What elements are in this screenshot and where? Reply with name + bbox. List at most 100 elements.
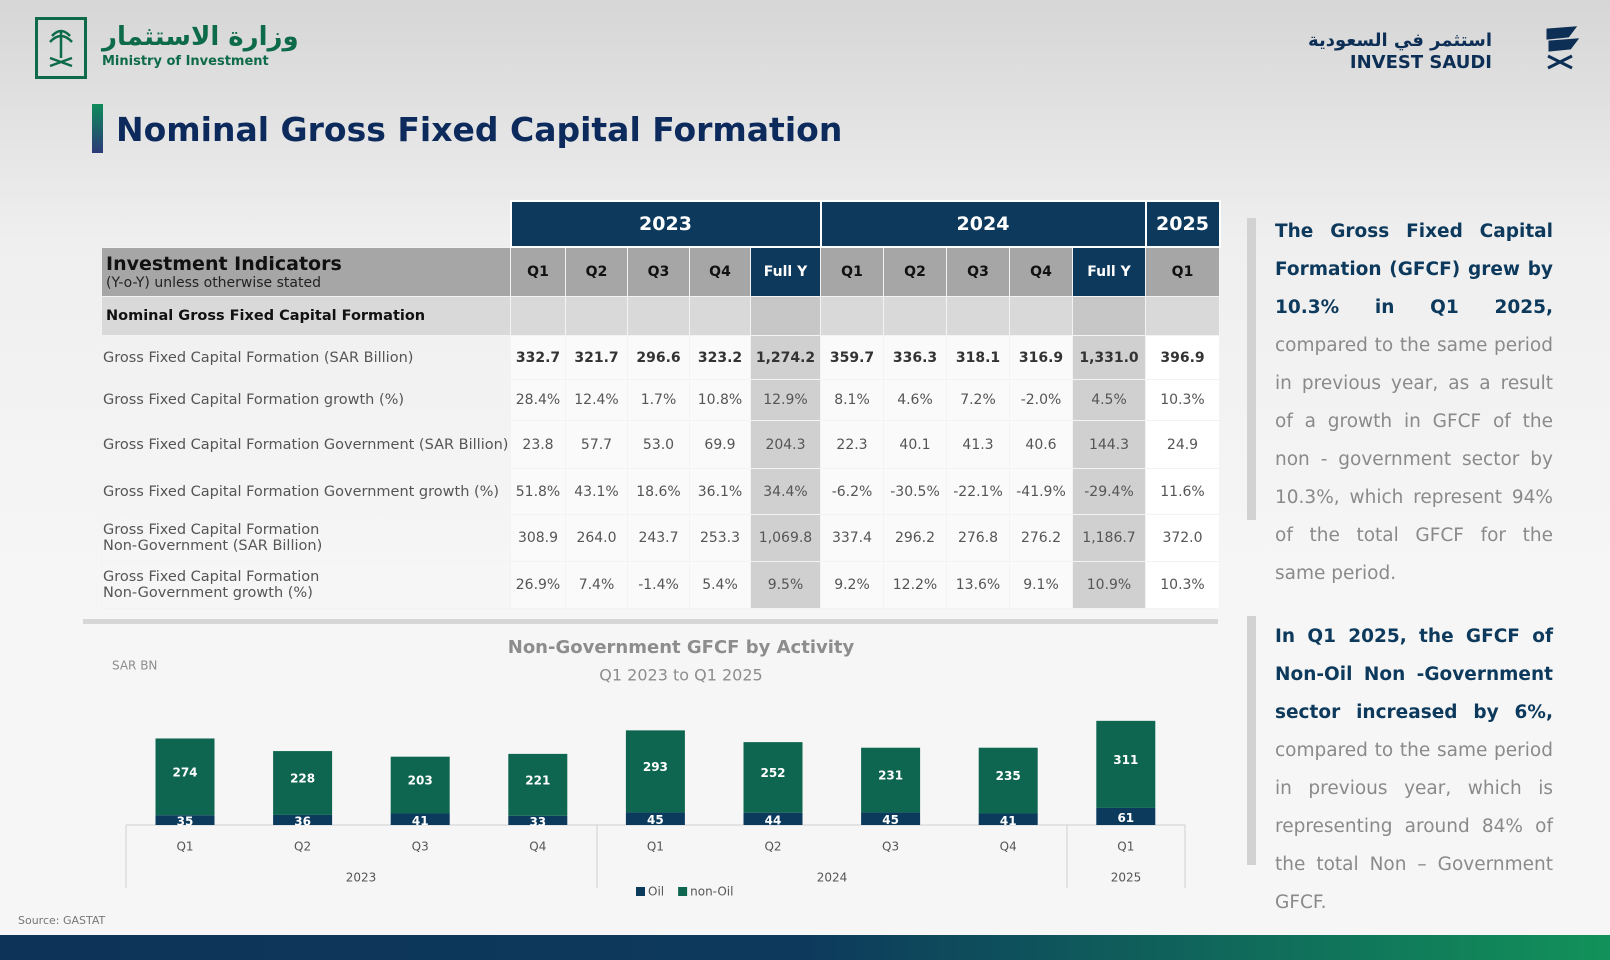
table-row: Gross Fixed Capital Formation Non-Govern… xyxy=(101,514,1220,562)
table-cell: 22.3 xyxy=(820,420,884,469)
title-accent xyxy=(92,104,103,153)
bar-segment xyxy=(625,730,685,813)
legend-label: Oil xyxy=(648,885,664,899)
section-label: Nominal Gross Fixed Capital Formation xyxy=(101,296,511,336)
note-text: compared to the same period in previous … xyxy=(1275,335,1553,584)
note-bar xyxy=(1247,616,1256,865)
column-header: Q4 xyxy=(1009,246,1073,297)
value-label: 41 xyxy=(1000,814,1017,828)
note: In Q1 2025, the GFCF of Non-Oil Non -Gov… xyxy=(1275,618,1553,922)
section-cell xyxy=(1145,296,1220,336)
value-label: 45 xyxy=(882,813,899,827)
value-label: 311 xyxy=(1113,753,1138,767)
value-label: 36 xyxy=(294,814,311,828)
bar-segment xyxy=(508,815,568,825)
table-cell: 10.3% xyxy=(1145,379,1220,421)
table-cell: 28.4% xyxy=(510,379,566,421)
table-cell: 253.3 xyxy=(689,514,751,562)
row-label: Gross Fixed Capital Formation Government… xyxy=(101,420,511,469)
header-label: Investment Indicators (Y-o-Y) unless othe… xyxy=(101,246,511,297)
table-cell: -2.0% xyxy=(1009,379,1073,421)
table-cell: 336.3 xyxy=(883,335,947,380)
column-header: Q2 xyxy=(565,246,628,297)
legend-swatch xyxy=(678,887,688,896)
table-row: 2023 2024 2025 xyxy=(102,200,1221,248)
bar-segment xyxy=(625,812,685,825)
note-bar xyxy=(1247,218,1256,520)
value-label: 274 xyxy=(172,765,197,779)
indicator-table: 2023 2024 2025 Investment Indicators (Y-o-Y)… xyxy=(101,200,1221,609)
x-tick-label: Q1 xyxy=(647,840,664,854)
ministry-logo xyxy=(35,17,87,79)
separator xyxy=(83,619,1218,624)
table-cell: 144.3 xyxy=(1072,420,1146,469)
value-label: 252 xyxy=(760,766,785,780)
bar-segment xyxy=(861,812,921,825)
column-header: Q1 xyxy=(1145,246,1220,297)
table-cell: 7.4% xyxy=(565,561,628,609)
table-cell: 1,274.2 xyxy=(750,335,821,380)
table-cell: 296.2 xyxy=(883,514,947,562)
table-cell: -22.1% xyxy=(946,468,1010,515)
group-label: 2023 xyxy=(346,871,377,885)
ministry-english: Ministry of Investment xyxy=(102,54,269,69)
note-bold: In Q1 2025, the GFCF of Non-Oil Non -Gov… xyxy=(1275,626,1553,723)
bar-segment xyxy=(978,747,1038,814)
table-cell: 13.6% xyxy=(946,561,1010,609)
note-bold: The Gross Fixed Capital Formation (GFCF)… xyxy=(1275,221,1553,318)
table-cell: -41.9% xyxy=(1009,468,1073,515)
table-cell: 308.9 xyxy=(510,514,566,562)
table-cell: 372.0 xyxy=(1145,514,1220,562)
legend-label: non-Oil xyxy=(690,885,733,899)
year-header: 2023 xyxy=(509,200,822,248)
x-tick-label: Q4 xyxy=(1000,840,1017,854)
table-cell: 9.2% xyxy=(820,561,884,609)
row-label: Gross Fixed Capital Formation (SAR Billi… xyxy=(101,335,511,380)
table-row: Gross Fixed Capital Formation (SAR Billi… xyxy=(101,335,1220,380)
value-label: 41 xyxy=(412,814,429,828)
table-cell: 36.1% xyxy=(689,468,751,515)
table-cell: 12.2% xyxy=(883,561,947,609)
value-label: 221 xyxy=(525,773,550,787)
chart: Non-Government GFCF by Activity Q1 2023 … xyxy=(112,637,1186,899)
bar-segment xyxy=(390,813,450,825)
table-cell: -1.4% xyxy=(627,561,690,609)
table-cell: 296.6 xyxy=(627,335,690,380)
footer-bar xyxy=(0,935,1610,960)
column-header: Q1 xyxy=(820,246,884,297)
note: The Gross Fixed Capital Formation (GFCF)… xyxy=(1275,213,1553,593)
table-cell: 57.7 xyxy=(565,420,628,469)
table-cell: 51.8% xyxy=(510,468,566,515)
table-cell: 43.1% xyxy=(565,468,628,515)
bar-segment xyxy=(861,747,921,813)
x-tick-label: Q3 xyxy=(412,840,429,854)
table-row: Gross Fixed Capital Formation Non-Govern… xyxy=(101,561,1220,609)
table-cell: 7.2% xyxy=(946,379,1010,421)
source: Source: GASTAT xyxy=(18,914,106,927)
table-cell: 396.9 xyxy=(1145,335,1220,380)
brand-arabic: استثمر في السعودية xyxy=(1308,30,1492,51)
table-cell: 276.2 xyxy=(1009,514,1073,562)
x-tick-label: Q2 xyxy=(294,840,311,854)
table-cell: 1,186.7 xyxy=(1072,514,1146,562)
column-header: Q3 xyxy=(946,246,1010,297)
bar-segment xyxy=(743,742,803,813)
group-label: 2024 xyxy=(817,871,848,885)
table-cell: 8.1% xyxy=(820,379,884,421)
bar-segment xyxy=(155,738,215,816)
table-row: Nominal Gross Fixed Capital Formation xyxy=(101,296,1220,336)
note-text: compared to the same period in previous … xyxy=(1275,740,1553,913)
section-cell xyxy=(627,296,690,336)
table-cell: 69.9 xyxy=(689,420,751,469)
section-cell xyxy=(1009,296,1073,336)
value-label: 203 xyxy=(408,774,433,788)
table-row: Gross Fixed Capital Formation growth (%)… xyxy=(101,379,1220,421)
x-tick-label: Q3 xyxy=(882,840,899,854)
legend-swatch xyxy=(636,887,645,896)
page-title: Nominal Gross Fixed Capital Formation xyxy=(116,110,843,149)
table-cell: 40.1 xyxy=(883,420,947,469)
table-cell: 23.8 xyxy=(510,420,566,469)
year-header: 2024 xyxy=(819,200,1147,248)
value-label: 33 xyxy=(529,815,546,829)
